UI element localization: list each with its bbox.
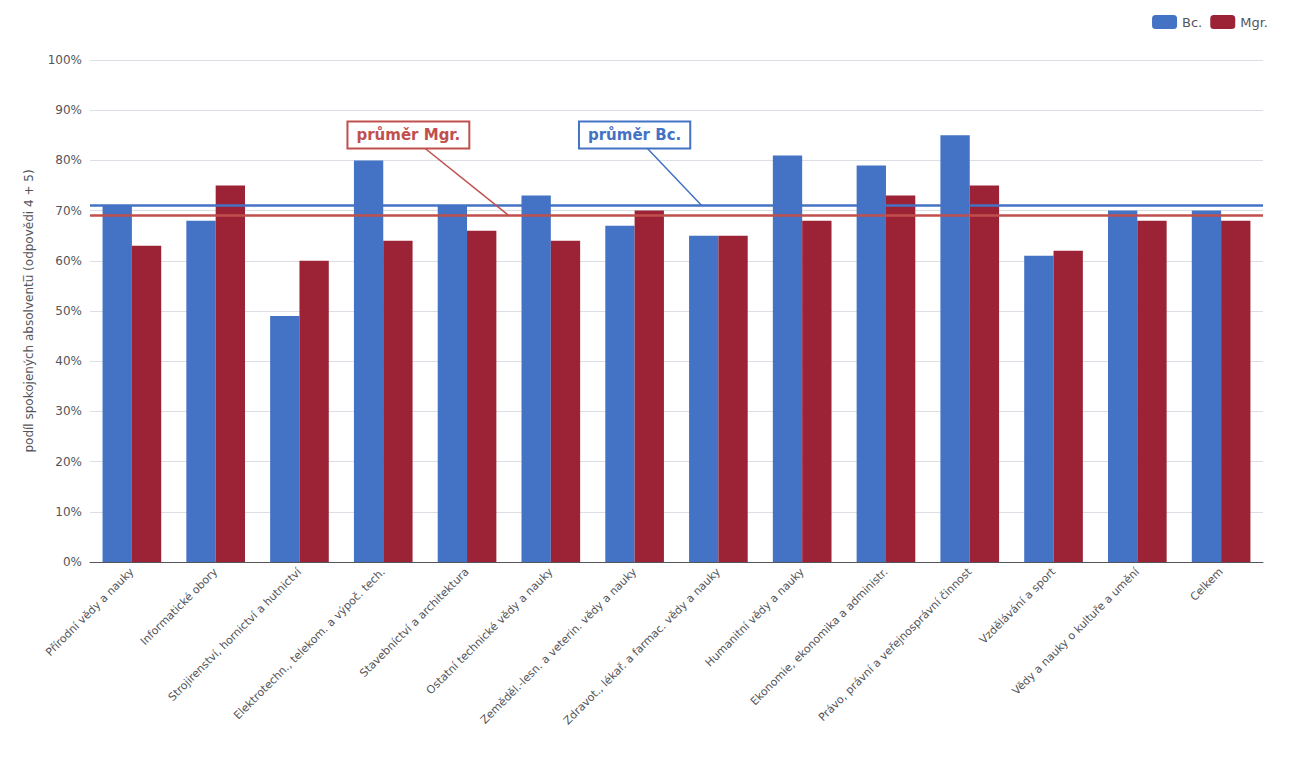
svg-text:Celkem: Celkem	[1188, 565, 1226, 603]
svg-text:10%: 10%	[55, 505, 82, 519]
svg-text:90%: 90%	[55, 103, 82, 117]
svg-text:průměr Bc.: průměr Bc.	[588, 126, 681, 144]
svg-text:Humanitní vědy a nauky: Humanitní vědy a nauky	[703, 565, 807, 669]
svg-text:30%: 30%	[55, 404, 82, 418]
svg-text:Vzdělávání a sport: Vzdělávání a sport	[977, 565, 1059, 647]
svg-text:Přírodní vědy a nauky: Přírodní vědy a nauky	[43, 565, 137, 659]
svg-text:Vědy a nauky o kultuře a umění: Vědy a nauky o kultuře a umění	[1010, 565, 1143, 698]
svg-text:Bc.: Bc.	[1182, 15, 1202, 30]
svg-text:Elektrotechn., telekom. a výpo: Elektrotechn., telekom. a výpoč. tech.	[231, 565, 388, 722]
svg-text:Strojirenství, hornictví a hut: Strojirenství, hornictví a hutnictví	[166, 565, 305, 704]
svg-text:Ekonomie, ekonomika a administ: Ekonomie, ekonomika a administr.	[748, 565, 891, 708]
svg-text:Informatické obory: Informatické obory	[138, 565, 221, 648]
svg-text:70%: 70%	[55, 204, 82, 218]
svg-text:Právo, právní a veřejnosprávní: Právo, právní a veřejnosprávní činnost	[816, 565, 975, 724]
svg-text:40%: 40%	[55, 354, 82, 368]
svg-text:80%: 80%	[55, 153, 82, 167]
svg-text:Mgr.: Mgr.	[1240, 15, 1268, 30]
svg-text:60%: 60%	[55, 254, 82, 268]
svg-text:0%: 0%	[63, 555, 82, 569]
svg-text:Zdravot., lékař. a farmac. věd: Zdravot., lékař. a farmac. vědy a nauky	[561, 565, 723, 727]
svg-text:průměr Mgr.: průměr Mgr.	[356, 126, 460, 144]
svg-text:podíl spokojených absolventu̅: podíl spokojených absolventu̅ (odpovědi…	[22, 169, 36, 452]
svg-text:Zeměděl.-lesn. a veterin. vědy: Zeměděl.-lesn. a veterin. vědy a nauky	[478, 565, 640, 727]
svg-text:20%: 20%	[55, 455, 82, 469]
svg-text:Ostatní technické vědy a nauky: Ostatní technické vědy a nauky	[423, 565, 556, 697]
svg-text:100%: 100%	[48, 53, 82, 67]
svg-text:50%: 50%	[55, 304, 82, 318]
svg-text:Stavebníctví a architektura: Stavebníctví a architektura	[357, 565, 472, 680]
